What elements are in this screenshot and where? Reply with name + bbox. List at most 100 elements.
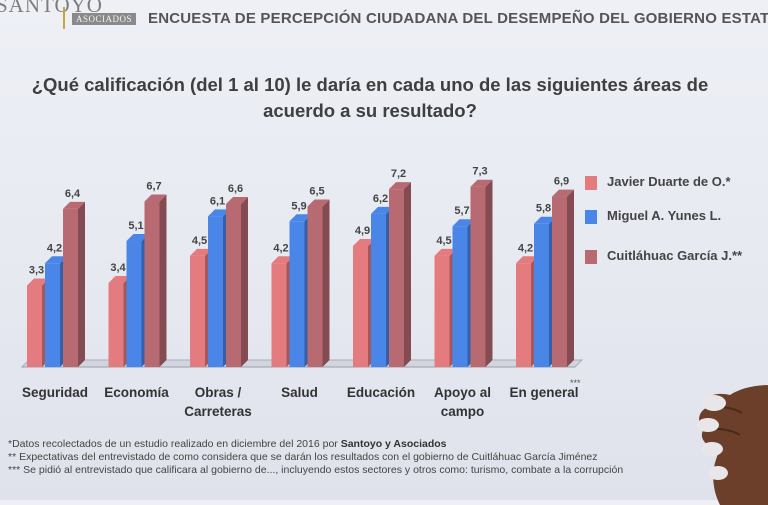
bar-0-5	[434, 255, 450, 367]
legend-label: Miguel A. Yunes L.	[607, 208, 722, 223]
value-label-1-4: 6,2	[373, 193, 388, 205]
bar-1-4	[371, 213, 386, 367]
bar-top-2-4	[389, 182, 411, 190]
question-line-2: acuerdo a su resultado?	[263, 100, 477, 121]
footnote-1-source: Santoyo y Asociados	[340, 438, 447, 450]
bar-side-2-4	[404, 182, 411, 367]
value-label-2-1: 6,7	[146, 181, 161, 193]
bar-1-2	[208, 216, 223, 367]
bar-2-2	[226, 203, 241, 367]
value-label-0-1: 3,4	[110, 262, 126, 274]
value-label-0-0: 3,3	[29, 264, 44, 276]
bar-top-2-6	[552, 189, 574, 197]
bar-top-1-3	[289, 214, 312, 222]
bar-top-1-5	[452, 219, 475, 227]
bar-top-2-2	[226, 196, 248, 204]
bar-0-2	[190, 255, 205, 367]
value-label-2-6: 6,9	[554, 176, 569, 188]
bar-top-0-4	[353, 238, 375, 246]
value-label-2-3: 6,5	[309, 185, 324, 197]
footnote-3: *** Se pidió al entrevistado que calific…	[8, 464, 624, 476]
logo-subtext: ASOCIADOS	[72, 13, 137, 25]
category-label-2: Carreteras	[184, 404, 252, 419]
bar-top-1-1	[126, 234, 149, 242]
legend-swatch	[585, 250, 597, 264]
legend-label: Cuitláhuac García J.**	[607, 248, 743, 263]
santoyo-logo: SANTOYO ASOCIADOS	[0, 0, 142, 34]
page-title: ENCUESTA DE PERCEPCIÓN CIUDADANA DEL DES…	[148, 10, 768, 27]
bar-2-4	[389, 189, 404, 367]
bar-1-5	[452, 226, 468, 367]
annotation-mark: ***	[570, 378, 581, 388]
bar-top-0-1	[108, 276, 131, 284]
bar-top-0-6	[516, 256, 538, 264]
value-label-1-6: 5,8	[536, 203, 551, 215]
category-label-5: Apoyo al	[434, 385, 491, 400]
bar-1-3	[289, 221, 305, 367]
bar-top-2-3	[307, 199, 330, 207]
bar-1-6	[534, 223, 549, 367]
bar-side-2-1	[159, 194, 167, 367]
bar-top-0-2	[190, 248, 212, 256]
category-label-0: Seguridad	[22, 385, 88, 400]
value-label-2-0: 6,4	[65, 188, 81, 200]
legend-swatch	[585, 176, 597, 190]
value-label-0-3: 4,2	[273, 242, 288, 254]
bar-0-4	[353, 245, 368, 367]
bar-0-1	[108, 283, 124, 367]
bar-side-2-5	[485, 179, 493, 367]
logo-text: SANTOYO	[0, 0, 103, 17]
bar-2-5	[470, 186, 486, 367]
category-label-3: Salud	[281, 385, 318, 400]
value-label-1-2: 6,1	[210, 195, 225, 207]
category-label-5: campo	[441, 404, 485, 419]
bar-0-0	[27, 285, 42, 367]
bar-2-0	[63, 208, 78, 367]
legend-swatch	[585, 210, 597, 224]
value-label-2-2: 6,6	[228, 183, 243, 195]
footnote-1: *Datos recolectados de un estudio realiz…	[8, 438, 768, 451]
survey-question: ¿Qué calificación (del 1 al 10) le daría…	[30, 72, 710, 124]
value-label-1-3: 5,9	[291, 200, 306, 212]
bar-0-3	[271, 263, 287, 367]
bar-top-0-0	[27, 278, 49, 286]
bar-1-1	[126, 241, 142, 367]
bar-side-2-6	[567, 189, 574, 367]
presenter-hand	[697, 385, 768, 505]
bar-2-1	[144, 201, 160, 367]
value-label-1-5: 5,7	[454, 205, 469, 217]
bar-top-0-3	[271, 256, 294, 264]
bar-side-2-0	[78, 201, 85, 367]
bar-side-2-3	[322, 199, 330, 367]
question-line-1: ¿Qué calificación (del 1 al 10) le daría…	[31, 74, 709, 95]
category-label-2: Obras /	[195, 385, 242, 400]
value-label-0-5: 4,5	[436, 235, 451, 247]
category-label-6: En general	[509, 385, 578, 400]
legend-label: Javier Duarte de O.*	[607, 174, 731, 189]
logo-divider	[63, 7, 65, 29]
footnote-1-text: *Datos recolectados de un estudio realiz…	[8, 438, 341, 450]
bar-top-1-4	[371, 206, 393, 214]
value-label-0-4: 4,9	[355, 225, 370, 237]
value-label-1-0: 4,2	[47, 242, 62, 254]
bar-2-6	[552, 196, 567, 367]
bar-side-2-2	[241, 196, 248, 367]
bar-top-0-5	[434, 248, 457, 256]
bar-2-3	[307, 206, 323, 367]
footnote-2: ** Expectativas del entrevistado de como…	[8, 451, 598, 463]
bar-0-6	[516, 263, 531, 367]
footnotes: *Datos recolectados de un estudio realiz…	[8, 438, 768, 477]
category-label-1: Economía	[104, 385, 169, 400]
value-label-0-2: 4,5	[192, 235, 207, 247]
bar-top-1-0	[45, 256, 67, 264]
bar-top-2-5	[470, 179, 493, 187]
value-label-2-4: 7,2	[391, 168, 406, 180]
bar-top-1-6	[534, 216, 556, 224]
bar-top-2-0	[63, 201, 85, 209]
category-label-4: Educación	[347, 385, 415, 400]
bar-1-0	[45, 263, 60, 367]
value-label-0-6: 4,2	[518, 242, 533, 254]
value-label-1-1: 5,1	[128, 220, 143, 232]
bar-top-2-1	[144, 194, 167, 202]
